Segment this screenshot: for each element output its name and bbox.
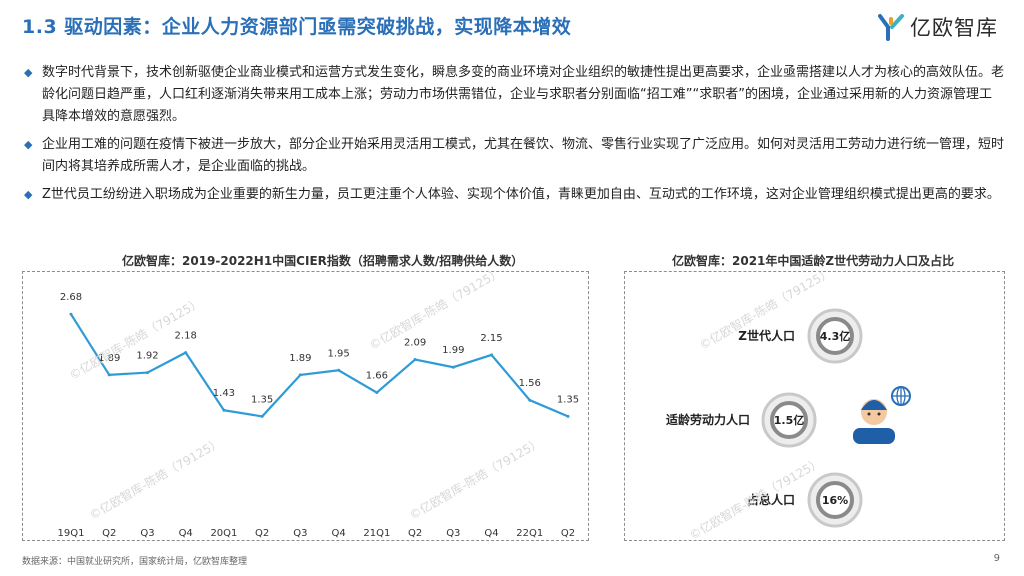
value-circle: 4.3亿 [807,308,863,364]
logo-icon [878,14,904,41]
data-point [145,371,149,375]
data-point [298,373,302,377]
x-tick-label: Q4 [179,528,193,539]
data-point [566,414,570,418]
data-label: 1.43 [213,388,235,399]
x-tick-label: Q2 [255,528,269,539]
bullet-item: ◆ 数字时代背景下，技术创新驱使企业商业模式和运营方式发生变化，瞬息多变的商业环… [24,62,1004,128]
data-point [337,368,341,372]
data-label: 1.66 [366,371,388,382]
x-tick-label: Q3 [293,528,307,539]
data-label: 1.89 [98,353,120,364]
page-title: 1.3 驱动因素：企业人力资源部门亟需突破挑战，实现降本增效 [22,16,572,38]
page-number: 9 [993,553,1000,564]
value-circle: 1.5亿 [761,392,817,448]
bullet-text: Z世代员工纷纷进入职场成为企业重要的新生力量，员工更注重个人体验、实现个体价值，… [42,187,1000,202]
x-tick-label: Q4 [484,528,498,539]
x-tick-label: 22Q1 [516,528,543,539]
logo-text: 亿欧智库 [910,16,998,40]
data-label: 2.18 [175,331,197,342]
x-tick-label: Q3 [446,528,460,539]
line-chart-title: 亿欧智库：2019-2022H1中国CIER指数（招聘需求人数/招聘供给人数） [122,254,524,268]
x-tick-label: Q4 [331,528,345,539]
data-point [490,353,494,357]
data-point [528,398,532,402]
line-chart-panel: 2.68 19Q1 1.89 Q2 1.92 Q3 2.18 Q4 1.43 20Q1 1.35 Q2… [22,271,589,541]
person-globe-icon [853,386,911,444]
data-label: 1.89 [289,353,311,364]
logo: 亿欧智库 [878,12,998,42]
x-tick-label: Q2 [102,528,116,539]
x-tick-label: 19Q1 [58,528,85,539]
data-label: 2.09 [404,338,426,349]
bullet-item: ◆ Z世代员工纷纷进入职场成为企业重要的新生力量，员工更注重个人体验、实现个体价… [24,184,1004,206]
working-age-value: 1.5亿 [774,413,805,427]
data-point [413,358,417,362]
bullet-text: 企业用工难的问题在疫情下被进一步放大，部分企业开始采用灵活用工模式，尤其在餐饮、… [42,137,1005,174]
share-label: 占总人口 [747,492,795,507]
bullet-item: ◆ 企业用工难的问题在疫情下被进一步放大，部分企业开始采用灵活用工模式，尤其在餐… [24,134,1004,178]
data-point [451,365,455,369]
x-tick-label: Q3 [140,528,154,539]
data-label: 1.95 [327,348,349,359]
data-label: 1.35 [251,394,273,405]
x-tick-label: Q2 [408,528,422,539]
data-source: 数据来源：中国就业研究所，国家统计局，亿欧智库整理 [22,557,248,567]
data-point [260,414,264,418]
x-tick-label: 20Q1 [210,528,237,539]
value-circle: 16% [807,472,863,528]
data-point [69,312,73,316]
x-tick-label: 21Q1 [363,528,390,539]
share-value: 16% [822,494,848,507]
data-label: 1.92 [136,351,158,362]
cier-line-chart: 2.68 19Q1 1.89 Q2 1.92 Q3 2.18 Q4 1.43 20Q1 1.35 Q2… [58,292,580,539]
data-label: 2.68 [60,292,82,303]
zgen-label: Z世代人口 [738,328,795,343]
data-label: 2.15 [480,333,502,344]
working-age-label: 适龄劳动力人口 [666,412,750,427]
diamond-icon: ◆ [24,188,33,201]
zgen-panel: Z世代人口 4.3亿 适龄劳动力人口 1.5亿 占总人口 16% [624,271,1005,541]
bullet-text: 数字时代背景下，技术创新驱使企业商业模式和运营方式发生变化，瞬息多变的商业环境对… [42,65,1005,124]
diamond-icon: ◆ [24,66,33,79]
bullet-list: ◆ 数字时代背景下，技术创新驱使企业商业模式和运营方式发生变化，瞬息多变的商业环… [24,62,1004,212]
diamond-icon: ◆ [24,138,33,151]
series-line [70,313,569,418]
x-tick-label: Q2 [561,528,575,539]
zgen-value: 4.3亿 [820,329,851,343]
data-point [184,351,188,355]
data-point [107,373,111,377]
data-point [222,408,226,412]
zgen-figure: Z世代人口 4.3亿 适龄劳动力人口 1.5亿 占总人口 16% [666,308,911,528]
data-label: 1.56 [519,378,541,389]
data-point [375,391,379,395]
data-label: 1.35 [557,394,579,405]
zgen-chart-title: 亿欧智库：2021年中国适龄Z世代劳动力人口及占比 [672,254,955,268]
data-label: 1.99 [442,345,464,356]
